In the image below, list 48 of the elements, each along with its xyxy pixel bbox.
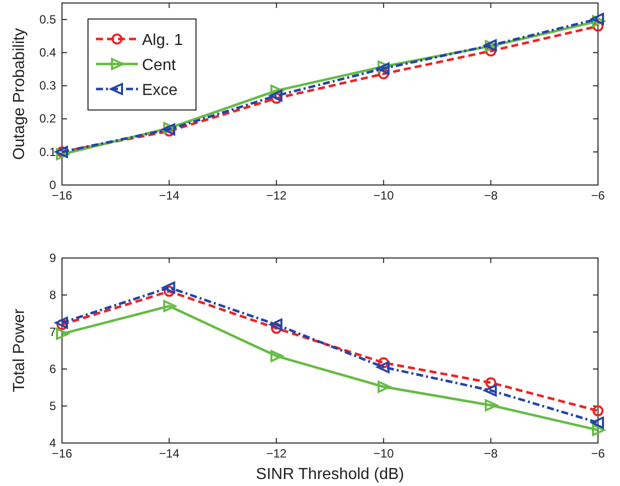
y-axis-title: Total Power — [11, 308, 28, 392]
x-tick-label: −12 — [266, 188, 287, 203]
x-tick-label: −10 — [373, 446, 394, 461]
legend-label: Exce — [142, 82, 178, 99]
y-tick-label: 0.4 — [39, 45, 56, 60]
point — [484, 384, 497, 396]
y-tick-label: 0.1 — [39, 144, 56, 159]
point — [56, 328, 69, 340]
point — [270, 350, 284, 362]
y-tick-label: 0.3 — [39, 78, 56, 93]
x-tick-label: −8 — [484, 446, 498, 461]
point — [592, 15, 605, 28]
point — [162, 282, 176, 294]
point — [592, 424, 605, 436]
point — [484, 399, 498, 412]
point — [591, 416, 604, 429]
legend-label: Cent — [142, 57, 176, 74]
legend-label: Alg. 1 — [142, 32, 184, 49]
point — [592, 405, 604, 416]
point — [55, 316, 68, 329]
point — [378, 380, 391, 393]
x-tick-label: −14 — [159, 446, 180, 461]
y-tick-label: 8 — [49, 288, 56, 302]
x-tick-label: −8 — [484, 188, 498, 203]
point — [269, 90, 282, 102]
y-tick-label: 0.5 — [39, 12, 56, 26]
point — [592, 20, 604, 32]
point — [270, 322, 282, 334]
y-tick-label: 0.2 — [39, 112, 56, 126]
y-tick-label: 6 — [49, 362, 56, 376]
point — [163, 300, 176, 312]
y-axis-title: Outage Probability — [11, 28, 28, 160]
y-tick-label: 7 — [49, 324, 56, 339]
x-tick-label: −6 — [591, 446, 606, 461]
point — [376, 361, 390, 374]
x-axis-title: SINR Threshold (dB) — [256, 466, 404, 483]
x-tick-label: −10 — [373, 188, 394, 203]
y-tick-label: 5 — [49, 398, 56, 413]
point — [269, 318, 282, 331]
x-tick-label: −6 — [591, 188, 606, 203]
x-tick-label: −12 — [266, 446, 287, 461]
point — [270, 92, 282, 104]
point — [270, 84, 284, 97]
point — [56, 148, 69, 160]
point — [591, 12, 604, 25]
y-tick-label: 9 — [49, 250, 56, 265]
point — [485, 377, 496, 388]
x-tick-label: −14 — [159, 188, 180, 203]
